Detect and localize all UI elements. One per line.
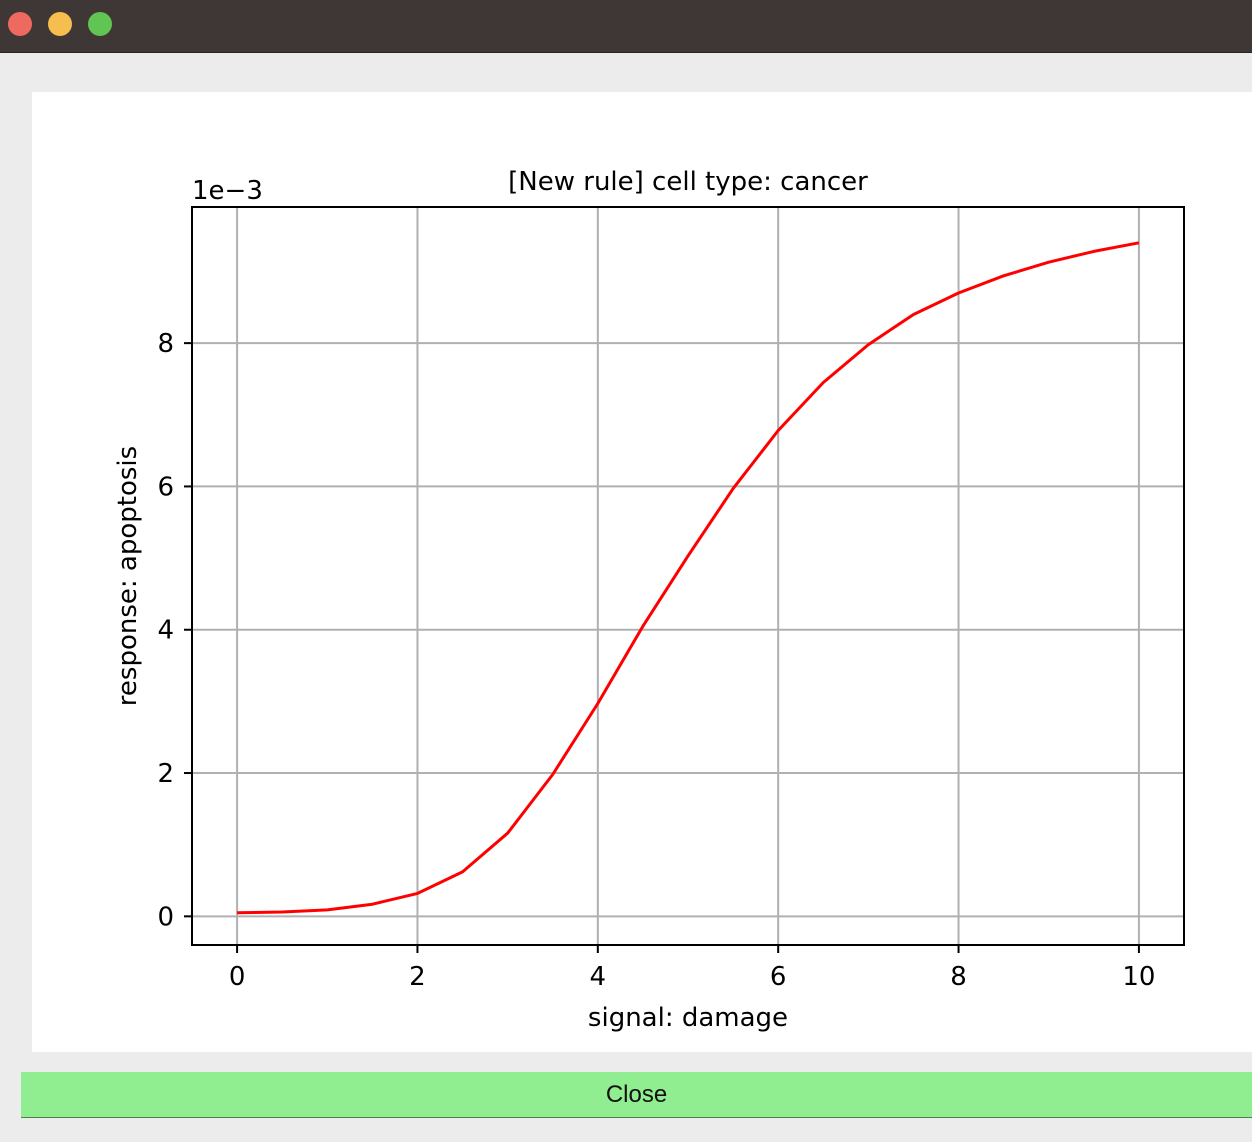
x-axis-label: signal: damage — [588, 1003, 788, 1033]
window-titlebar — [0, 0, 1252, 53]
y-tick-label: 8 — [157, 329, 174, 359]
zoom-icon[interactable] — [88, 12, 112, 36]
y-tick-label: 4 — [157, 616, 174, 646]
x-tick-label: 6 — [770, 962, 787, 992]
y-tick-label: 6 — [157, 472, 174, 502]
series-line-0 — [237, 241, 1140, 915]
y-tick-label: 0 — [157, 902, 174, 932]
y-axis-label: response: apoptosis — [113, 446, 143, 706]
x-tick-label: 8 — [950, 962, 967, 992]
x-tick-label: 0 — [229, 962, 246, 992]
close-button[interactable]: Close — [21, 1072, 1252, 1118]
x-tick-label: 10 — [1122, 962, 1155, 992]
x-tick-label: 2 — [409, 962, 426, 992]
y-tick-label: 2 — [157, 759, 174, 789]
response-chart: 0 2 4 6 8 10 0 2 4 6 8 1e−3 [New rule] cell type: ca… — [113, 167, 1185, 1033]
minimize-icon[interactable] — [48, 12, 72, 36]
y-offset-label: 1e−3 — [192, 176, 263, 206]
x-tick-label: 4 — [590, 962, 607, 992]
plot-frame — [191, 206, 1185, 946]
chart-title: [New rule] cell type: cancer — [508, 167, 868, 197]
plot-panel: 0 2 4 6 8 10 0 2 4 6 8 1e−3 [New rule] cell type: ca… — [32, 92, 1252, 1052]
close-icon[interactable] — [8, 12, 32, 36]
